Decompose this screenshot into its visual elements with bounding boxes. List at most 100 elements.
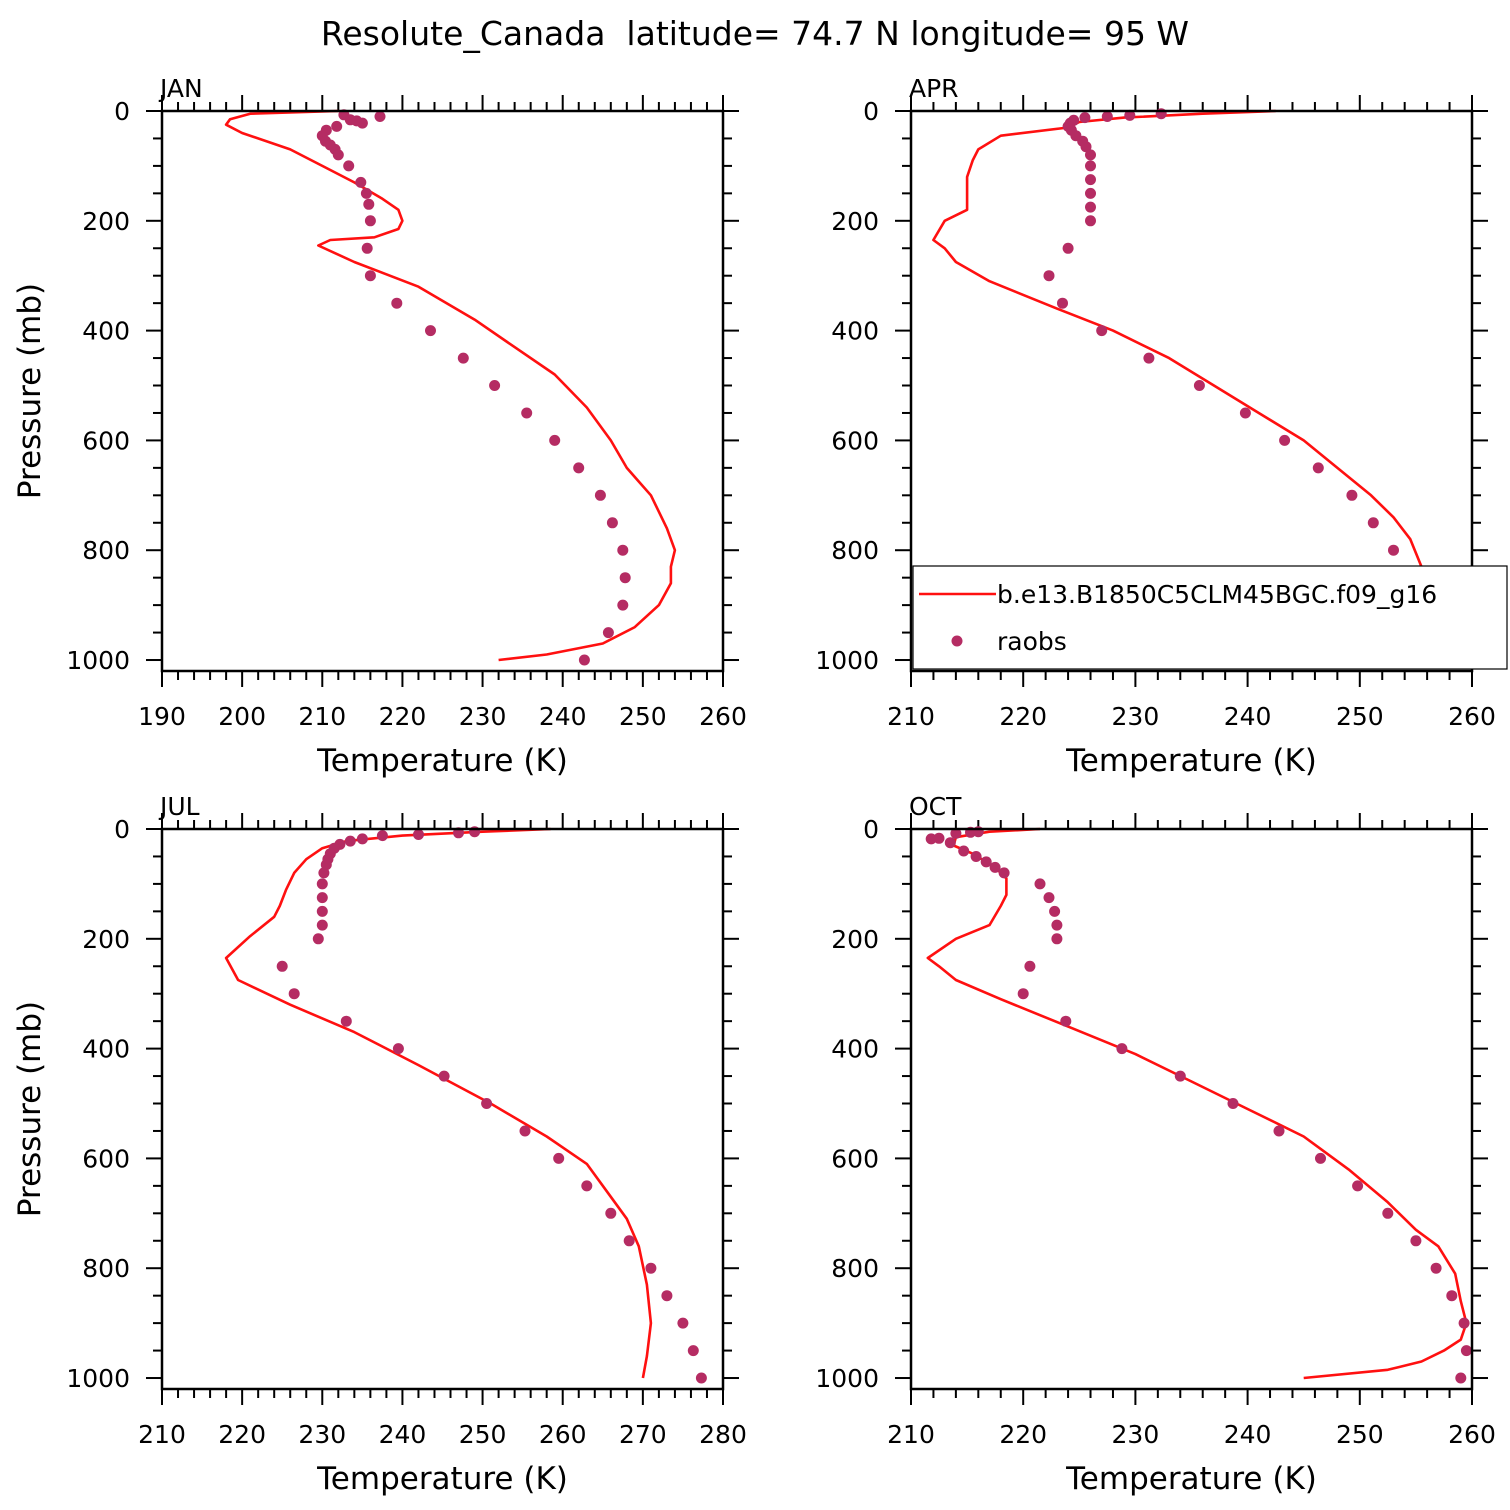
raobs-point [1346,489,1358,501]
x-tick-label: 220 [379,702,427,731]
raobs-point [1116,1043,1128,1055]
panel-label: APR [909,74,959,103]
y-tick-label: 0 [114,815,130,844]
raobs-point [602,627,614,639]
raobs-point [519,1125,531,1137]
raobs-point [695,1372,707,1384]
y-tick-label: 1000 [815,1364,879,1393]
figure-title: Resolute_Canada latitude= 74.7 N longitu… [321,14,1189,53]
y-tick-label: 200 [831,207,879,236]
raobs-point [374,111,386,122]
x-tick-label: 250 [1336,1420,1384,1449]
raobs-point [363,198,375,210]
raobs-point [1085,187,1096,199]
y-tick-label: 600 [82,426,130,455]
raobs-point [1460,1345,1472,1357]
raobs-point [594,489,606,501]
y-tick-label: 200 [82,207,130,236]
raobs-point [1017,988,1029,1000]
raobs-point [312,933,324,945]
raobs-point [1227,1098,1239,1109]
raobs-point [1430,1262,1442,1274]
x-tick-label: 250 [619,702,667,731]
raobs-point [581,1180,593,1192]
raobs-point [1085,215,1096,227]
raobs-point [1458,1317,1470,1329]
x-tick-label: 210 [298,702,346,731]
raobs-point [944,837,956,849]
raobs-point [950,827,962,839]
raobs-point [677,1317,689,1329]
x-tick-label: 230 [1112,1420,1160,1449]
raobs-point [364,270,376,282]
raobs-point [288,988,300,1000]
x-tick-label: 230 [459,702,507,731]
raobs-point [331,120,343,132]
y-tick-label: 600 [831,426,879,455]
raobs-point [521,407,533,419]
x-tick-label: 260 [699,702,747,731]
raobs-point [1034,878,1046,890]
raobs-point [958,845,970,857]
raobs-point [360,187,372,199]
model-profile-line [224,109,677,662]
legend-label: b.e13.B1850C5CLM45BGC.f09_g16 [997,580,1437,609]
x-tick-label: 280 [699,1420,747,1449]
y-tick-label: 200 [82,925,130,954]
raobs-point [1096,325,1108,337]
x-tick-label: 260 [1448,1420,1496,1449]
raobs-point [413,829,424,840]
raobs-point [549,434,561,446]
raobs-point [1101,111,1113,122]
raobs-point [1124,109,1136,121]
panel-label: OCT [909,792,962,821]
y-tick-label: 1000 [66,1364,130,1393]
raobs-point [1279,434,1291,446]
raobs-point [1367,517,1379,529]
y-tick-label: 800 [831,536,879,565]
raobs-point [457,352,469,364]
x-tick-label: 230 [298,1420,346,1449]
raobs-point [1312,462,1324,474]
y-tick-label: 1000 [66,646,130,675]
raobs-point [316,892,328,904]
panel-jan: JAN 190 200 210 220 230 240 250 260 0 200 400 600 800… [12,74,747,779]
y-tick-label: 0 [114,97,130,126]
raobs-point [606,517,618,529]
raobs-point [1388,544,1399,556]
y-tick-label: 600 [82,1144,130,1173]
raobs-point [1174,1070,1186,1082]
y-tick-label: 0 [863,97,879,126]
raobs-point [316,905,328,917]
raobs-point [661,1290,673,1302]
x-tick-label: 220 [218,1420,266,1449]
raobs-point [623,1235,635,1247]
y-tick-label: 800 [82,1254,130,1283]
raobs-point [687,1345,699,1357]
raobs-point [361,242,373,254]
raobs-point [1085,149,1096,161]
raobs-point [1352,1180,1364,1192]
raobs-point [619,572,631,584]
raobs-point [645,1262,657,1274]
plot-frame [909,827,1474,1391]
raobs-point [1143,352,1155,364]
raobs-point [605,1207,617,1219]
y-tick-label: 400 [82,317,130,346]
raobs-point [1410,1235,1422,1247]
legend-box [912,565,1508,670]
raobs-point [1455,1372,1467,1384]
raobs-point [989,861,1001,873]
panel-apr: APR 210 220 230 240 250 260 0 200 400 600 800 1000 Te… [815,74,1495,779]
raobs-point [343,160,355,172]
raobs-point [332,149,344,161]
x-tick-label: 210 [887,1420,935,1449]
raobs-point [316,878,328,890]
raobs-point [376,830,388,842]
x-axis-label: Temperature (K) [1065,743,1317,779]
y-tick-label: 400 [82,1035,130,1064]
x-axis-label: Temperature (K) [1065,1461,1317,1497]
y-tick-label: 400 [831,317,879,346]
